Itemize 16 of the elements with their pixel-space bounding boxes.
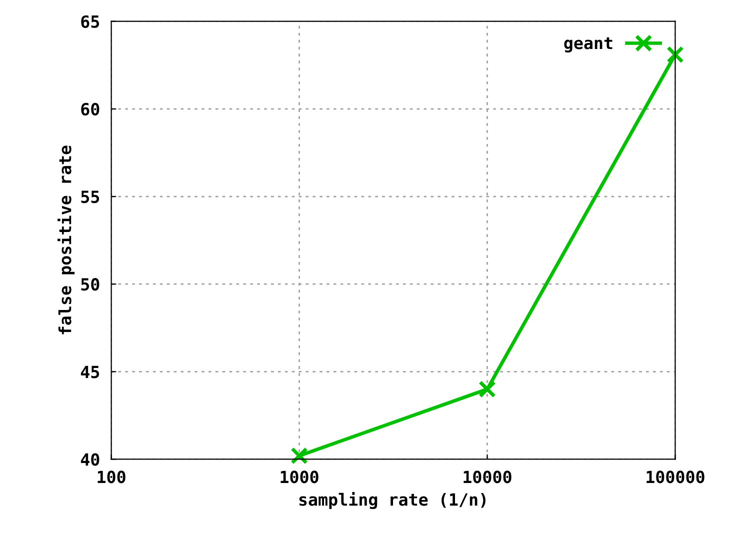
y-tick-label: 55 — [81, 190, 100, 204]
x-tick-label: 1000 — [280, 470, 318, 484]
x-axis-title: sampling rate (1/n) — [299, 492, 486, 510]
y-tick-label: 45 — [80, 366, 100, 378]
x-tick-label: 100 — [98, 470, 126, 484]
y-tick-label: 50 — [81, 278, 100, 291]
point — [666, 46, 684, 64]
x-tick-label: 100000 — [646, 470, 704, 484]
y-tick-label: 60 — [81, 102, 100, 116]
y-axis-title: false positive rate — [58, 146, 75, 334]
y-tick-label: 40 — [80, 453, 100, 466]
x-tick-label: 10000 — [464, 470, 512, 484]
legend-label: geant — [564, 37, 612, 52]
point — [478, 380, 496, 398]
y-tick-label: 65 — [81, 15, 100, 28]
point — [290, 447, 308, 464]
